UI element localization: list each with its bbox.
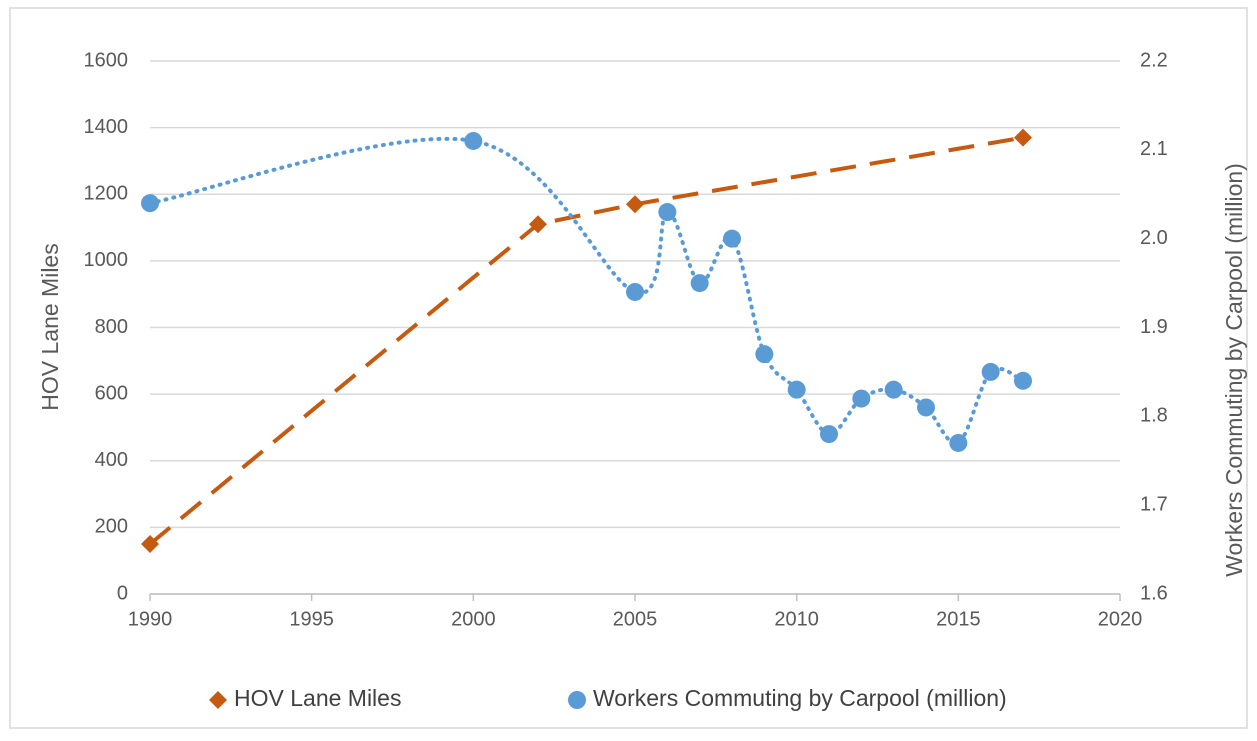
x-tick-label: 2010 xyxy=(774,608,819,630)
y-tick-label: 1000 xyxy=(84,249,129,271)
data-point xyxy=(917,398,935,417)
data-point xyxy=(626,195,644,214)
x-tick-label: 1990 xyxy=(128,608,173,630)
data-point xyxy=(1014,371,1032,390)
x-tick-label: 1995 xyxy=(289,608,334,630)
legend-marker xyxy=(209,691,227,709)
series-line xyxy=(148,135,1024,546)
data-point xyxy=(787,380,806,399)
data-point xyxy=(884,380,903,399)
y2-tick-label: 1.7 xyxy=(1140,493,1168,515)
y-tick-label: 400 xyxy=(95,449,128,471)
x-tick-label: 2000 xyxy=(451,608,496,630)
y2-tick-label: 1.6 xyxy=(1140,582,1168,604)
y-tick-label: 0 xyxy=(117,582,128,604)
x-tick-label: 2005 xyxy=(613,608,658,630)
data-point xyxy=(949,433,968,452)
legend-label: Workers Commuting by Carpool (million) xyxy=(593,685,1007,711)
series-line xyxy=(148,136,1025,446)
y2-tick-label: 2.1 xyxy=(1140,138,1168,160)
data-point xyxy=(723,229,741,248)
y2-tick-label: 1.9 xyxy=(1140,316,1168,338)
data-point xyxy=(690,274,709,293)
data-point xyxy=(1014,128,1032,147)
data-point xyxy=(529,215,547,234)
y2-tick-label: 2.2 xyxy=(1140,49,1168,71)
data-point xyxy=(464,131,483,150)
x-tick-label: 2015 xyxy=(936,608,981,630)
legend-label: HOV Lane Miles xyxy=(234,685,401,711)
y2-tick-label: 2.0 xyxy=(1140,227,1168,249)
data-point xyxy=(755,345,774,364)
data-point xyxy=(658,203,677,222)
y-tick-label: 1600 xyxy=(84,49,129,71)
y-tick-label: 1200 xyxy=(84,183,129,205)
data-point xyxy=(852,389,871,408)
y2-axis-title: Workers Commuting by Carpool (million) xyxy=(1221,163,1247,577)
legend-marker xyxy=(568,691,586,709)
x-tick-label: 2020 xyxy=(1098,608,1143,630)
y-axis-title: HOV Lane Miles xyxy=(37,243,63,410)
y-tick-label: 200 xyxy=(95,516,128,538)
y-tick-label: 1400 xyxy=(84,116,129,138)
y2-tick-label: 1.8 xyxy=(1140,405,1168,427)
y-tick-label: 600 xyxy=(95,382,128,404)
data-point xyxy=(626,282,644,301)
data-point xyxy=(141,194,159,213)
data-point xyxy=(981,362,1000,381)
data-point xyxy=(141,535,159,554)
y-tick-label: 800 xyxy=(95,316,128,338)
data-point xyxy=(820,425,838,444)
